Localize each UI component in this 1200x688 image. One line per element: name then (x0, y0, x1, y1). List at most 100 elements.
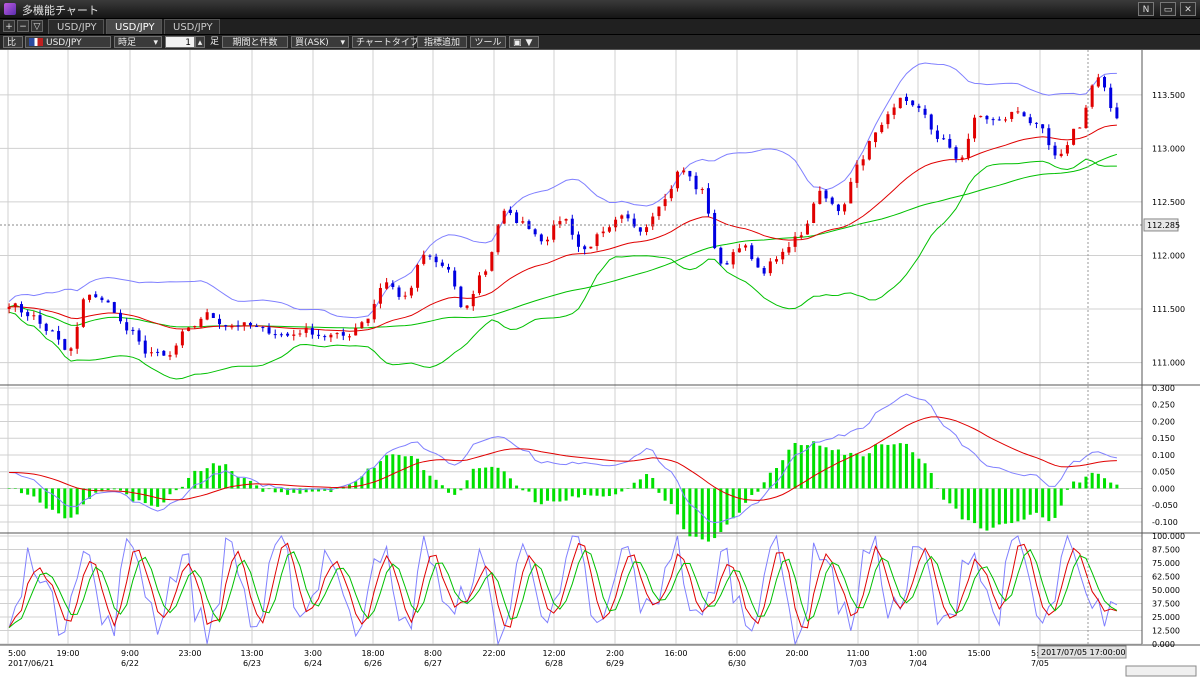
macd-histogram-bar (669, 488, 673, 505)
macd-histogram-bar (1078, 482, 1082, 489)
candle-body (824, 190, 828, 199)
time-tick-label: 6:00 (728, 649, 746, 658)
chart-svg[interactable]: 113.500 113.000 112.500 112.000 111.500 111.0… (0, 50, 1200, 688)
time-tick-label: 20:00 (785, 649, 808, 658)
macd-histogram-bar (589, 488, 593, 496)
toolbar: 比 USD/JPY 時足 ▾ 1 ▴ 足 期間と件数 買(ASK) ▾ チャートタイ… (0, 35, 1200, 50)
tab-menu-button[interactable]: ▽ (31, 20, 43, 32)
candle-body (38, 315, 42, 324)
macd-histogram-bar (867, 453, 871, 489)
time-tick-label: 18:00 (361, 649, 384, 658)
close-icon[interactable]: ✕ (1180, 2, 1196, 16)
candle-body (465, 305, 469, 308)
candle-body (663, 199, 667, 207)
time-tick-label: 16:00 (664, 649, 687, 658)
date-tick-label: 6/23 (243, 659, 261, 668)
macd-histogram-bar (1010, 488, 1014, 524)
macd-histogram-bar (651, 477, 655, 489)
candle-body (1034, 122, 1038, 124)
candle-body (106, 300, 110, 303)
macd-histogram-bar (508, 478, 512, 489)
time-tick-label: 12:00 (542, 649, 565, 658)
macd-histogram-bar (558, 488, 562, 502)
candle-body (255, 326, 259, 328)
chart-area[interactable]: 113.500 113.000 112.500 112.000 111.500 111.0… (0, 50, 1200, 688)
candle-body (1090, 85, 1094, 107)
tab-usdjpy-2[interactable]: USD/JPY (106, 19, 162, 34)
macd-histogram-bar (960, 488, 964, 520)
candle-body (880, 124, 884, 133)
candle-body (849, 181, 853, 204)
macd-histogram-bar (50, 488, 54, 510)
timeframe-select[interactable]: 時足 ▾ (114, 36, 162, 48)
settings-icon: ▣ (513, 38, 522, 48)
stoch-tick-label: 62.500 (1152, 573, 1180, 582)
add-indicator-button[interactable]: 指標追加 (417, 36, 467, 48)
period-input[interactable]: 1 (165, 36, 195, 48)
price-side-select[interactable]: 買(ASK) ▾ (291, 36, 349, 48)
candle-body (799, 235, 803, 238)
maximize-icon[interactable]: ▭ (1160, 2, 1176, 16)
macd-histogram-bar (638, 479, 642, 489)
candle-body (347, 336, 351, 338)
stochastic-panel (8, 534, 1118, 646)
remove-tab-button[interactable]: − (17, 20, 29, 32)
compare-button[interactable]: 比 (3, 36, 23, 48)
candle-body (335, 333, 339, 335)
macd-histogram-bar (824, 447, 828, 489)
macd-histogram-bar (57, 488, 61, 514)
macd-histogram-bar (533, 488, 537, 503)
candle-body (521, 221, 525, 223)
candle-body (991, 119, 995, 121)
candle-body (805, 223, 809, 235)
macd-histogram-bar (1022, 488, 1026, 520)
period-stepper[interactable]: ▴ (195, 36, 205, 48)
stoch-fast-line (8, 534, 1118, 646)
macd-histogram-bar (904, 443, 908, 489)
macd-histogram-bar (317, 488, 321, 492)
candle-body (985, 115, 989, 120)
macd-histogram-bar (614, 488, 618, 495)
macd-tick-label: 0.300 (1152, 384, 1175, 393)
macd-tick-label: 0.250 (1152, 401, 1175, 410)
candle-body (539, 234, 543, 242)
macd-histogram-bar (948, 488, 952, 504)
candle-body (954, 147, 958, 159)
candle-body (242, 322, 246, 326)
candle-body (168, 355, 172, 357)
macd-histogram-bar (1090, 472, 1094, 489)
candle-body (149, 352, 153, 354)
candle-body (583, 246, 587, 250)
tools-button[interactable]: ツール (470, 36, 506, 48)
date-tick-label: 6/29 (606, 659, 624, 668)
candle-body (682, 170, 686, 173)
macd-histogram-bar (607, 488, 611, 496)
candle-body (360, 322, 364, 328)
macd-histogram-bar (675, 488, 679, 515)
candle-body (935, 130, 939, 139)
time-tick-label: 13:00 (240, 649, 263, 658)
settings-menu-button[interactable]: ▣ ▼ (509, 36, 539, 48)
macd-histogram-bar (515, 485, 519, 489)
candle-body (100, 297, 104, 301)
period-count-button[interactable]: 期間と件数 (222, 36, 288, 48)
macd-histogram-bar (929, 473, 933, 489)
candle-body (211, 313, 215, 319)
macd-histogram-bar (688, 488, 692, 537)
macd-histogram-bar (1115, 484, 1119, 489)
symbol-select[interactable]: USD/JPY (25, 36, 111, 48)
candle-body (651, 216, 655, 227)
candle-body (26, 312, 30, 317)
candle-body (626, 214, 630, 219)
n-button[interactable]: N (1138, 2, 1154, 16)
macd-histogram-bar (1016, 488, 1020, 522)
macd-histogram-bar (595, 488, 599, 496)
tab-usdjpy-3[interactable]: USD/JPY (164, 19, 220, 34)
stoch-k-line (8, 542, 1118, 629)
tab-usdjpy-1[interactable]: USD/JPY (48, 19, 104, 34)
candle-body (224, 325, 228, 327)
macd-histogram-bar (830, 450, 834, 489)
chart-type-button[interactable]: チャートタイプ (352, 36, 419, 48)
add-tab-button[interactable]: + (3, 20, 15, 32)
cursor-time-label: 2017/07/05 17:00:00 (1041, 648, 1126, 657)
